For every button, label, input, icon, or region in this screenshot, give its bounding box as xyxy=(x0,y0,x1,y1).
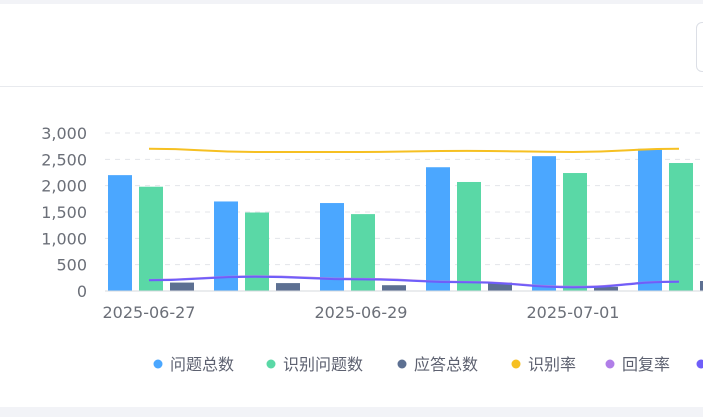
y-tick-label: 2,500 xyxy=(41,150,87,169)
bar xyxy=(245,212,269,291)
series-line xyxy=(148,275,680,289)
y-tick-label: 1,500 xyxy=(41,203,87,222)
bar xyxy=(320,203,344,291)
bars xyxy=(108,148,703,291)
legend-marker xyxy=(696,359,703,369)
legend-label: 应答总数 xyxy=(414,355,478,374)
filter-panel xyxy=(0,4,703,87)
legend: 问题总数 识别问题数 应答总数 识别率 回复率 xyxy=(153,355,703,374)
y-axis-ticks: 0 500 1,000 1,500 2,000 2,500 3,000 xyxy=(41,124,87,301)
series-line xyxy=(148,147,680,153)
x-tick-label: 2025-07-01 xyxy=(527,303,620,322)
bar xyxy=(426,167,450,291)
legend-marker xyxy=(397,359,407,369)
bar xyxy=(382,285,406,291)
y-tick-label: 2,000 xyxy=(41,177,87,196)
filter-control[interactable] xyxy=(696,22,703,72)
legend-label: 问题总数 xyxy=(170,355,234,374)
legend-label: 回复率 xyxy=(622,355,670,374)
legend-marker xyxy=(266,359,276,369)
x-tick-label: 2025-06-29 xyxy=(315,303,408,322)
bar xyxy=(700,280,703,291)
legend-label: 识别问题数 xyxy=(283,355,363,374)
bar xyxy=(594,286,618,291)
legend-marker xyxy=(511,359,521,369)
x-tick-label: 2025-06-27 xyxy=(103,303,196,322)
legend-marker xyxy=(605,359,615,369)
series-lines xyxy=(148,147,680,289)
bar xyxy=(457,181,481,291)
legend-label: 识别率 xyxy=(528,355,576,374)
bar xyxy=(638,148,662,291)
grid-lines xyxy=(105,132,703,266)
chart-panel: 0 500 1,000 1,500 2,000 2,500 3,000 2025-06-27… xyxy=(0,87,703,407)
y-tick-label: 500 xyxy=(56,256,87,275)
bar xyxy=(276,283,300,291)
bar xyxy=(532,156,556,291)
bar xyxy=(170,282,194,291)
bar xyxy=(669,163,693,291)
bar xyxy=(108,175,132,291)
bar xyxy=(563,173,587,291)
bar-line-chart: 0 500 1,000 1,500 2,000 2,500 3,000 2025-06-27… xyxy=(41,124,703,374)
y-tick-label: 3,000 xyxy=(41,124,87,143)
bar xyxy=(139,186,163,291)
y-tick-label: 1,000 xyxy=(41,229,87,248)
y-tick-label: 0 xyxy=(77,282,87,301)
legend-marker xyxy=(153,359,163,369)
x-axis: 2025-06-27 2025-06-29 2025-07-01 xyxy=(103,290,703,322)
bar xyxy=(488,282,512,291)
